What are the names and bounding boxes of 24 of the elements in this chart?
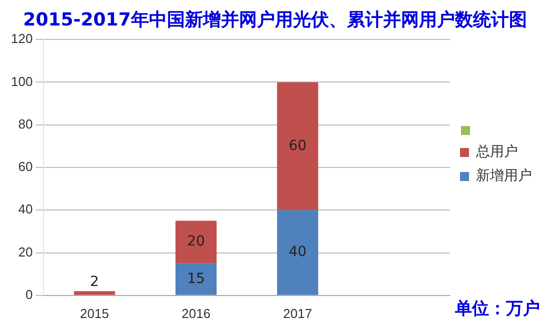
legend-label: 新增用户 (476, 168, 532, 184)
y-tick-label: 100 (10, 74, 33, 89)
bar (175, 220, 217, 264)
data-label: 20 (187, 234, 205, 250)
data-label: 40 (288, 244, 307, 260)
y-tick-label: 80 (18, 116, 33, 132)
legend-label: 总用户 (475, 144, 518, 160)
x-tick-label: 2015 (80, 306, 109, 321)
bar (175, 263, 217, 295)
bar (277, 82, 318, 210)
bar (74, 291, 116, 295)
y-tick-label: 0 (25, 286, 33, 302)
y-tick-label: 20 (18, 244, 33, 260)
data-label: 60 (288, 138, 307, 154)
y-tick-label: 40 (18, 202, 33, 217)
bar (277, 210, 318, 295)
data-label: 15 (187, 270, 205, 287)
y-tick-label: 120 (10, 31, 33, 46)
chart-title: 2015-2017年中国新增并网户用光伏、累计并网用户数统计图 (23, 9, 527, 30)
text: 单位：万户 (454, 298, 540, 319)
x-tick-label: 2016 (182, 306, 211, 321)
data-label: 2 (90, 274, 99, 290)
y-tick-label: 60 (18, 159, 33, 174)
x-tick-label: 2017 (283, 306, 312, 321)
